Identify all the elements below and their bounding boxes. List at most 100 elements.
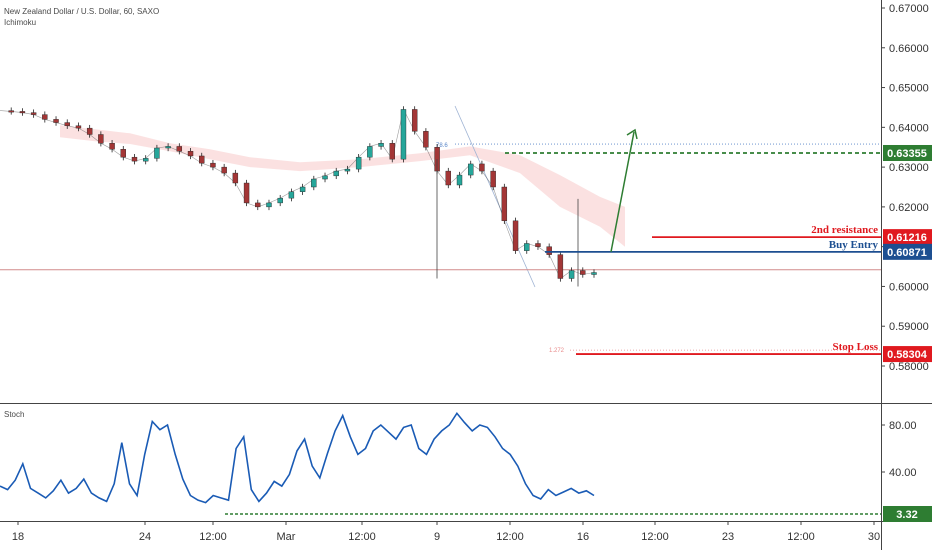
price-tag-bg	[883, 243, 932, 260]
price-tick-label: 0.64000	[889, 122, 929, 134]
price-tick-label: 0.66000	[889, 43, 929, 55]
price-tick-label: 0.59000	[889, 321, 929, 333]
fib-label-1272: 1.272	[549, 348, 565, 354]
stoch-tick-label: 80.00	[889, 420, 917, 432]
candle-body	[322, 175, 328, 180]
arrow-shaft	[610, 131, 635, 252]
arrow-head	[626, 128, 638, 140]
candle-body	[479, 163, 485, 172]
candle-body	[75, 125, 82, 129]
price-tag-bg	[883, 144, 932, 161]
price-tick-label: 0.58000	[889, 361, 929, 373]
candle-body	[580, 270, 586, 275]
time-tick-label: 12:00	[348, 531, 376, 543]
candle-body	[221, 166, 227, 174]
candle-body	[120, 149, 126, 158]
candle-body	[490, 170, 496, 188]
stoch-title: Stoch	[4, 410, 24, 419]
time-tick-label: 16	[577, 531, 589, 543]
time-tick-label: 12:00	[199, 531, 227, 543]
time-tick-label: 30	[868, 531, 880, 543]
candle-body	[411, 109, 418, 132]
stoch-tick-label: 40.00	[889, 467, 917, 479]
candle-body	[266, 202, 272, 208]
candle-body	[367, 146, 373, 158]
price-tag-bg	[883, 229, 932, 246]
candle-body	[591, 272, 597, 275]
time-axis[interactable]: 18 24 12:00 Mar 12:00 9 12:00 16 12:00 23 12:00 30	[12, 521, 880, 543]
stoch-tag-bg	[883, 506, 932, 522]
candle-body	[243, 182, 250, 204]
candle-body	[86, 127, 93, 135]
candle-body	[311, 178, 317, 188]
price-tag-stop-loss: 0.58304	[887, 349, 928, 361]
level-label-2nd-resistance: 2nd resistance	[811, 224, 878, 236]
candle-body	[423, 131, 429, 148]
price-tick-label: 0.62000	[889, 202, 929, 214]
symbol-title: New Zealand Dollar / U.S. Dollar, 60, SA…	[4, 7, 159, 16]
candle-body	[501, 186, 508, 222]
stochastic-line	[0, 411, 595, 504]
time-tick-label: 24	[139, 531, 151, 543]
fibonacci-drawings: 78.6 1.272	[436, 105, 881, 354]
candle-body	[154, 147, 160, 159]
price-tick-label: 0.65000	[889, 83, 929, 95]
candle-body	[400, 109, 407, 160]
fib-label-786: 78.6	[436, 143, 448, 149]
candle-body	[187, 150, 194, 157]
candle-body	[456, 174, 463, 186]
stoch-axis[interactable]: 80.00 40.00	[881, 420, 917, 479]
candle-body	[344, 168, 351, 172]
candle-body	[255, 202, 261, 208]
ichimoku-cloud	[60, 125, 625, 247]
candle-body	[131, 156, 138, 162]
candle-body	[109, 143, 115, 150]
candle-body	[512, 220, 519, 251]
price-tick-label: 0.67000	[889, 3, 929, 15]
time-tick-label: 12:00	[496, 531, 524, 543]
price-axis[interactable]: 0.67000 0.66000 0.65000 0.64000 0.63000 0.620…	[881, 3, 929, 373]
time-tick-label: 12:00	[641, 531, 669, 543]
candle-body	[176, 146, 183, 152]
target-arrow	[610, 128, 638, 252]
candle-body	[165, 146, 171, 149]
cloud-band	[60, 125, 625, 247]
time-tick-label: Mar	[277, 531, 296, 543]
candle-body	[232, 172, 239, 184]
candle-body	[557, 254, 564, 279]
price-tick-label: 0.63000	[889, 162, 929, 174]
candle-body	[288, 191, 295, 199]
trade-levels: 2nd resistance Buy Entry Stop Loss	[505, 152, 881, 355]
candle-body	[64, 122, 70, 126]
candle-body	[333, 170, 339, 177]
candle-body	[535, 243, 541, 247]
candle-body	[98, 134, 104, 144]
candle-body	[389, 143, 395, 160]
price-tag-2nd-resistance: 0.61216	[887, 232, 927, 244]
price-tick-label: 0.60000	[889, 281, 929, 293]
time-tick-label: 18	[12, 531, 24, 543]
price-tag-buy-entry: 0.60871	[887, 247, 927, 259]
candle-body	[42, 114, 48, 120]
candle-body	[210, 162, 216, 168]
time-tick-label: 9	[434, 531, 440, 543]
price-tags: 0.63355 0.61216 0.60871 0.58304 3.32	[883, 144, 932, 522]
candle-body	[445, 170, 452, 186]
price-tag-take-profit: 0.63355	[887, 148, 927, 160]
candle-body	[199, 155, 205, 164]
time-tick-label: 12:00	[787, 531, 815, 543]
candle-body	[30, 112, 37, 115]
indicator-name: Ichimoku	[4, 18, 36, 27]
level-label-stop-loss: Stop Loss	[832, 341, 878, 353]
candle-body	[378, 143, 384, 147]
candle-body	[277, 197, 283, 204]
price-tag-bg	[883, 346, 932, 363]
time-tick-label: 23	[722, 531, 734, 543]
price-candles	[0, 106, 597, 287]
candle-body	[8, 110, 14, 113]
candle-body	[546, 246, 552, 255]
candle-body	[299, 186, 306, 192]
level-label-buy-entry: Buy Entry	[829, 239, 879, 251]
candle-body	[568, 270, 575, 279]
